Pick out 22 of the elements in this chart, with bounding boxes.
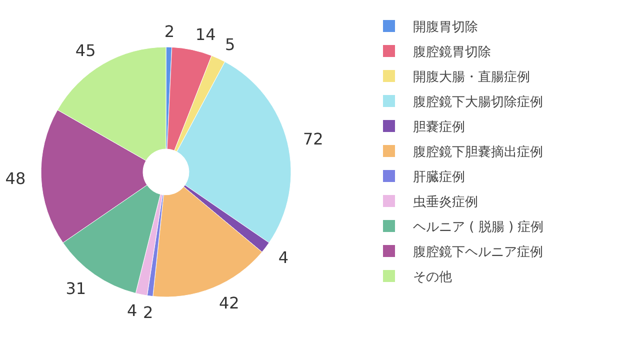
data-label: 42 — [219, 294, 240, 313]
data-label: 5 — [225, 34, 236, 54]
legend-label: 開腹大腸・直腸症例 — [413, 70, 530, 85]
legend-label: ヘルニア ( 脱腸 ) 症例 — [413, 220, 544, 235]
data-label: 45 — [75, 41, 96, 60]
legend-label: 胆嚢症例 — [413, 120, 465, 135]
legend-label: 腹腔鏡下大腸切除症例 — [413, 95, 543, 110]
legend-label: 虫垂炎症例 — [413, 195, 478, 210]
data-label: 48 — [5, 168, 26, 188]
legend-label: 肝臓症例 — [413, 170, 465, 185]
data-label: 2 — [164, 22, 175, 42]
legend-label: 腹腔鏡下胆嚢摘出症例 — [413, 145, 543, 160]
data-label: 14 — [195, 25, 216, 44]
data-label: 4 — [278, 248, 289, 268]
data-label: 72 — [302, 130, 324, 149]
data-label: 2 — [142, 302, 154, 322]
legend-label: その他 — [413, 270, 452, 285]
legend-label: 開腹胃切除 — [413, 20, 478, 35]
data-label: 31 — [66, 278, 86, 298]
data-label: 4 — [127, 301, 138, 320]
legend-label: 腹腔鏡胃切除 — [413, 45, 491, 60]
legend-label: 腹腔鏡下ヘルニア症例 — [413, 245, 543, 260]
